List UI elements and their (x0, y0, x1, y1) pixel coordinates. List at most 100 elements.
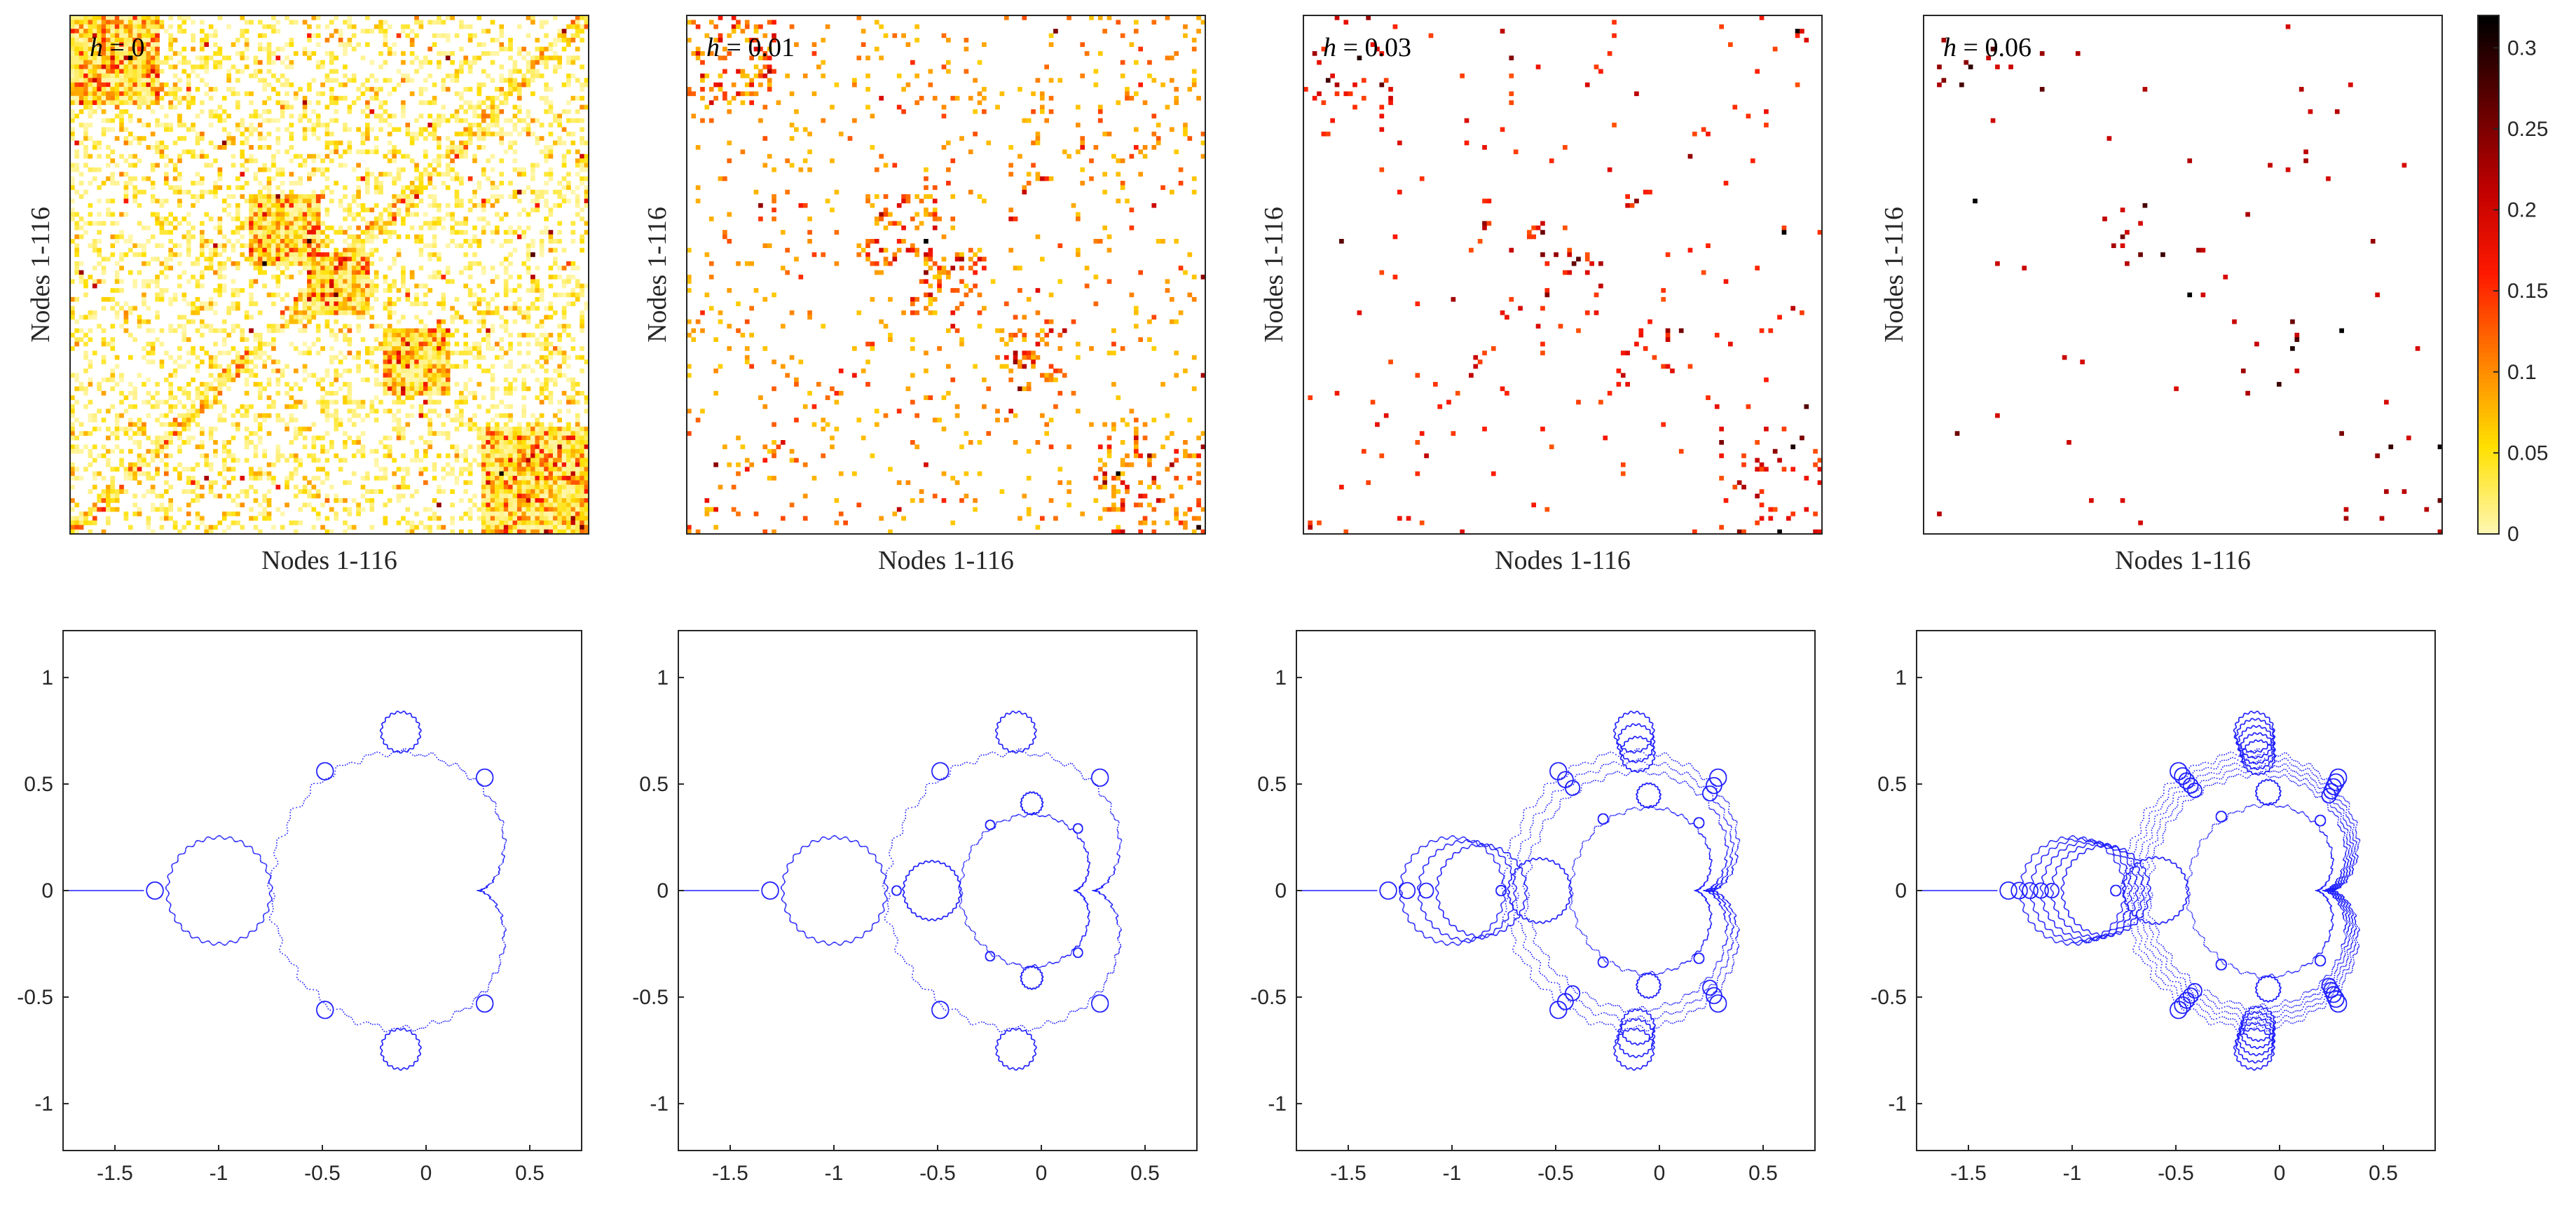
heatmap-cell (226, 69, 231, 74)
heatmap-cell (566, 73, 571, 78)
heatmap-cell (200, 153, 205, 159)
heatmap-cell (369, 346, 375, 351)
heatmap-cell (324, 131, 330, 137)
heatmap-cell (307, 489, 312, 494)
heatmap-cell (409, 373, 415, 378)
heatmap-cell (512, 149, 518, 155)
heatmap-cell (526, 453, 531, 458)
heatmap-cell (570, 346, 576, 351)
heatmap-cell (503, 484, 509, 490)
heatmap-cell (159, 140, 165, 146)
heatmap-cell (575, 382, 580, 387)
heatmap-cell (88, 100, 93, 105)
heatmap-cell (539, 364, 544, 369)
heatmap-cell (132, 176, 137, 181)
heatmap-cell (101, 55, 107, 61)
heatmap-cell (459, 131, 464, 137)
heatmap-cell (285, 306, 289, 311)
heatmap-cell (163, 145, 169, 150)
heatmap-cell (226, 78, 231, 83)
heatmap-cell (159, 292, 165, 298)
heatmap-cell (414, 448, 419, 454)
heatmap-cell (570, 73, 576, 78)
heatmap-cell (481, 453, 486, 458)
heatmap-cell (257, 114, 263, 119)
heatmap-cell (477, 42, 482, 47)
heatmap-cell (137, 104, 142, 110)
heatmap-cell (544, 225, 549, 231)
heatmap-cell (128, 82, 133, 88)
heatmap-cell (231, 140, 236, 146)
heatmap-cell (557, 444, 563, 450)
heatmap-cell (208, 426, 214, 432)
heatmap-cell (401, 332, 406, 338)
heatmap-cell (463, 109, 469, 114)
heatmap-cell (557, 418, 563, 423)
heatmap-cell (285, 247, 289, 253)
heatmap-cell (409, 29, 415, 34)
heatmap-cell (360, 55, 366, 61)
heatmap-cell (418, 64, 424, 69)
heatmap-cell (128, 15, 133, 20)
heatmap-cell (88, 275, 93, 280)
heatmap-cell (123, 172, 129, 177)
heatmap-cell (244, 458, 249, 463)
heatmap-cell (302, 489, 308, 494)
heatmap-cell (351, 46, 357, 52)
heatmap-cell (271, 24, 276, 29)
heatmap-cell (360, 283, 366, 289)
heatmap-cell (83, 145, 88, 150)
heatmap-cell (208, 238, 214, 244)
heatmap-cell (566, 60, 571, 65)
heatmap-cell (512, 448, 518, 454)
heatmap-cell (396, 234, 402, 240)
heatmap-cell (289, 310, 294, 315)
heatmap-cell (486, 462, 491, 467)
heatmap-cell (114, 91, 120, 97)
heatmap-cell (467, 377, 473, 383)
heatmap-cell (311, 230, 317, 235)
heatmap-cell (526, 60, 531, 65)
heatmap-cell (74, 448, 80, 454)
heatmap-cell (253, 212, 259, 217)
heatmap-cell (580, 82, 584, 88)
heatmap-cell (119, 33, 124, 39)
heatmap-cell (437, 390, 441, 396)
heatmap-cell (432, 100, 437, 105)
heatmap-cell (401, 337, 406, 342)
heatmap-cell (106, 296, 111, 302)
heatmap-cell (119, 87, 124, 92)
heatmap-cell (257, 422, 263, 427)
heatmap-cell (580, 458, 584, 463)
heatmap-cell (427, 60, 433, 65)
heatmap-cell (557, 324, 563, 329)
heatmap-cell (329, 484, 334, 490)
heatmap-cell (172, 51, 178, 56)
heatmap-cell (441, 82, 446, 88)
heatmap-cell (374, 476, 379, 481)
heatmap-cell (83, 55, 88, 61)
heatmap-cell (383, 476, 388, 481)
heatmap-cell (204, 60, 210, 65)
heatmap-cell (472, 261, 477, 266)
heatmap-cell (405, 198, 411, 204)
heatmap-cell (181, 95, 187, 101)
heatmap-cell (570, 140, 576, 146)
heatmap-cell (293, 310, 299, 315)
heatmap-cell (101, 390, 107, 396)
heatmap-cell (383, 301, 388, 306)
heatmap-cell (427, 368, 433, 373)
heatmap-cell (338, 225, 343, 231)
heatmap-cell (347, 202, 352, 208)
heatmap-cell (324, 448, 330, 454)
heatmap-cell (512, 123, 518, 128)
heatmap-cell (544, 341, 549, 347)
heatmap-cell (557, 275, 563, 280)
heatmap-cell (401, 350, 406, 356)
heatmap-cell (580, 153, 584, 159)
heatmap-cell (401, 270, 406, 275)
heatmap-cell (200, 60, 205, 65)
heatmap-cell (307, 194, 312, 199)
heatmap-cell (150, 194, 156, 199)
heatmap-cell (463, 55, 469, 61)
